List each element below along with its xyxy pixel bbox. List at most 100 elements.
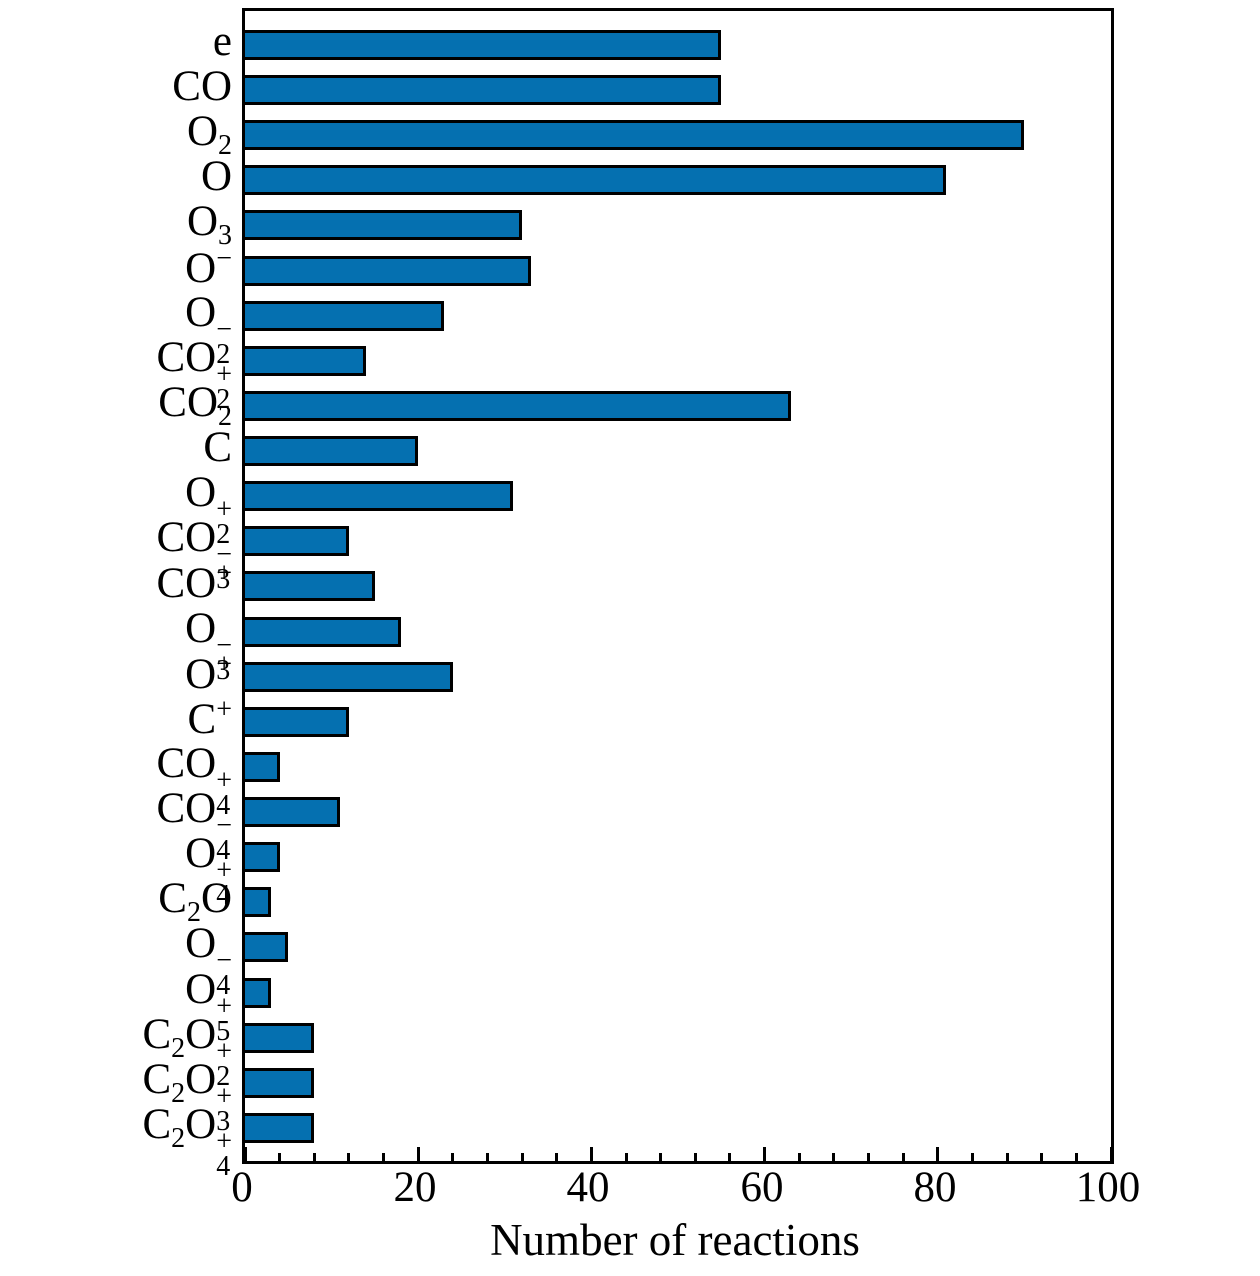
species-base: O (200, 153, 232, 200)
bar-CO^+ (245, 571, 375, 602)
species-base: O (185, 289, 217, 336)
species-subscript: 4 (216, 835, 231, 866)
species-subscript: 3 (216, 655, 231, 686)
x-tick-label-60: 60 (740, 1164, 784, 1211)
x-tick-label-20: 20 (393, 1164, 437, 1211)
species-base: C (142, 1101, 172, 1148)
x-major-tick-0 (244, 1147, 247, 1161)
species-base: CO (172, 63, 232, 110)
species-base: CO (156, 740, 217, 787)
species-sub-sup: +2 (216, 359, 232, 415)
species-sub-sup: +5 (216, 991, 232, 1046)
species-base: O (185, 966, 217, 1013)
species-superscript: + (216, 1036, 232, 1067)
species-sub-sup: +2 (216, 494, 232, 549)
species-base: CO (156, 334, 217, 381)
bar-C_2O_4^+ (245, 1112, 314, 1143)
bar-O (245, 165, 946, 196)
bar-CO_4^- (245, 797, 340, 828)
species-subscript: 2 (216, 1061, 231, 1092)
species-base: C (142, 1056, 172, 1103)
species-subscript: 2 (171, 1123, 186, 1154)
species-subscript: 2 (216, 339, 231, 370)
bar-O_5^+ (245, 977, 271, 1008)
plot-area (242, 8, 1114, 1164)
species-superscript: + (216, 494, 232, 525)
y-tick-label-O_2^-: O −2 (0, 289, 232, 370)
species-sub-sup: −3 (216, 632, 232, 686)
y-tick-label-O_4^-: O −4 (0, 921, 232, 1001)
x-tick-label-40: 40 (566, 1164, 610, 1211)
species-subscript: 2 (171, 1033, 186, 1064)
y-tick-label-O_4^+: O +4 (0, 830, 232, 910)
x-major-tick-20 (417, 1147, 420, 1161)
y-tick-label-C_2O_2^+: C2O +2 (0, 1011, 232, 1092)
species-sub-sup: +2 (216, 1036, 232, 1092)
x-minor-tick-12 (347, 1153, 350, 1161)
species-sub-sup: −2 (216, 316, 232, 370)
species-superscript: + (216, 359, 232, 390)
species-sub-sup: −4 (216, 812, 232, 866)
species-base: O (185, 830, 217, 877)
species-sub-sup: +4 (216, 767, 232, 820)
y-tick-label-C_2O: C2O (0, 876, 232, 927)
bar-CO (245, 75, 721, 106)
y-tick-label-O_2: O2 (0, 109, 232, 160)
bar-e (245, 30, 721, 60)
bar-O_3 (245, 210, 522, 241)
x-minor-tick-52 (694, 1153, 697, 1161)
species-subscript: 3 (216, 1106, 231, 1137)
x-major-tick-40 (590, 1147, 593, 1161)
bar-CO_4^+ (245, 751, 280, 782)
species-sub-sup: +4 (216, 1128, 232, 1181)
bar-CO_2^+ (245, 345, 366, 376)
species-sub-sup: −4 (216, 945, 232, 1001)
y-tick-label-O_3^-: O −3 (0, 605, 232, 686)
species-base: O (186, 198, 218, 245)
species-base: CO (156, 785, 217, 832)
bar-O^+ (245, 661, 453, 692)
x-minor-tick-96 (1075, 1153, 1078, 1161)
species-base: CO (156, 560, 217, 607)
x-minor-tick-16 (382, 1153, 385, 1161)
species-superscript: + (216, 694, 232, 725)
species-base: C (187, 696, 217, 743)
x-major-tick-80 (936, 1147, 939, 1161)
y-tick-label-O^+: O+ (0, 651, 232, 698)
species-base: O (185, 1011, 217, 1058)
y-tick-label-C^+: C+ (0, 696, 232, 743)
species-base: O (185, 605, 217, 652)
y-tick-label-CO_3^-: CO −3 (0, 515, 232, 594)
species-subscript: 3 (218, 220, 232, 251)
x-minor-tick-88 (1006, 1153, 1009, 1161)
species-base: O (185, 469, 217, 516)
bar-O_2^+ (245, 481, 513, 512)
species-base: CO (158, 379, 218, 426)
species-base: O (185, 245, 217, 292)
bar-CO_3^- (245, 526, 349, 557)
x-minor-tick-32 (521, 1153, 524, 1161)
x-axis-title: Number of reactions (490, 1215, 860, 1265)
bar-O^- (245, 255, 531, 286)
x-minor-tick-36 (555, 1153, 558, 1161)
species-superscript: + (216, 855, 232, 886)
y-tick-label-O_3: O3 (0, 199, 232, 250)
bar-C_2O_3^+ (245, 1067, 314, 1098)
species-base: C (142, 1011, 172, 1058)
x-minor-tick-76 (902, 1153, 905, 1161)
species-superscript: + (216, 991, 232, 1022)
species-subscript: 2 (171, 1078, 186, 1109)
species-subscript: 2 (186, 897, 201, 928)
species-sub-sup: +3 (216, 1083, 232, 1137)
species-subscript: 4 (216, 970, 231, 1001)
species-superscript: − (216, 945, 232, 976)
bar-O_3^- (245, 616, 401, 647)
x-major-tick-100 (1110, 1147, 1113, 1161)
species-base: C (203, 424, 232, 471)
x-tick-label-0: 0 (231, 1164, 253, 1211)
species-superscript: − (216, 243, 232, 274)
x-minor-tick-56 (728, 1153, 731, 1161)
species-subscript: 2 (216, 384, 231, 415)
x-tick-label-80: 80 (913, 1164, 957, 1211)
